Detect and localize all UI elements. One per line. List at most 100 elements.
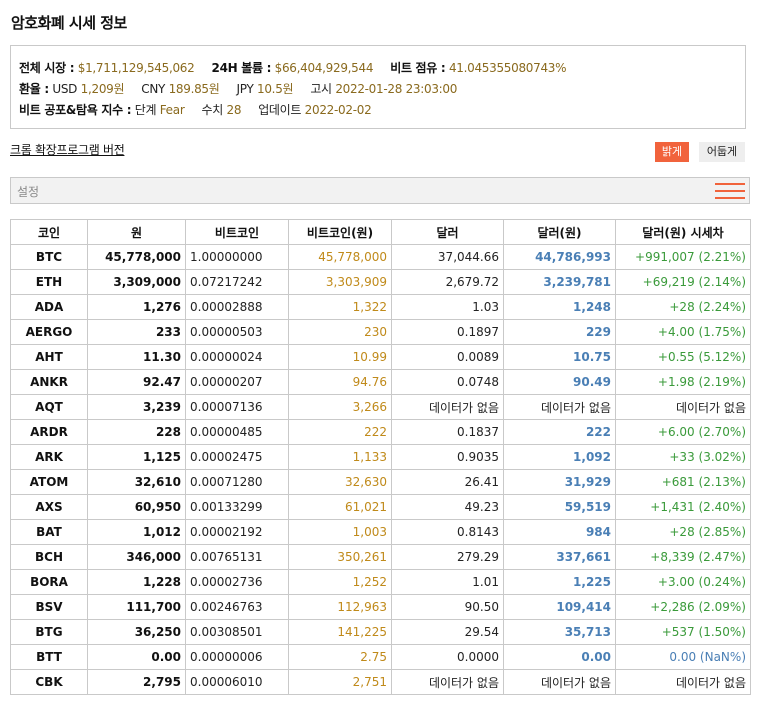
btc-krw-price-cell: 350,261 bbox=[288, 544, 392, 570]
price-diff-cell: 데이터가 없음 bbox=[615, 394, 751, 420]
usd-price-cell: 0.1897 bbox=[391, 319, 504, 345]
coin-cell: AHT bbox=[10, 344, 88, 370]
krw-price-cell: 1,125 bbox=[87, 444, 186, 470]
coin-cell: BTG bbox=[10, 619, 88, 645]
coin-cell: BAT bbox=[10, 519, 88, 545]
usd-price-cell: 279.29 bbox=[391, 544, 504, 570]
table-row: BTG 36,250 0.00308501 141,225 29.54 35,713 +53… bbox=[10, 619, 751, 645]
table-row: AXS 60,950 0.00133299 61,021 49.23 59,519 +1,4… bbox=[10, 494, 751, 520]
usd-krw-price-cell: 0.00 bbox=[503, 644, 616, 670]
usd-krw-price-cell: 984 bbox=[503, 519, 616, 545]
header-btc-krw[interactable]: 비트코인(원) bbox=[288, 219, 392, 245]
btc-price-cell: 0.00308501 bbox=[185, 619, 289, 645]
usd-krw-price-cell: 3,239,781 bbox=[503, 269, 616, 295]
usd-price-cell: 1.03 bbox=[391, 294, 504, 320]
usd-price-cell: 0.8143 bbox=[391, 519, 504, 545]
btc-krw-price-cell: 94.76 bbox=[288, 369, 392, 395]
price-diff-cell: +537 (1.50%) bbox=[615, 619, 751, 645]
usd-price-cell: 1.01 bbox=[391, 569, 504, 595]
menu-icon[interactable] bbox=[715, 183, 745, 199]
summary-line-market: 전체 시장 : $1,711,129,545,062 24H 볼륨 : $66,… bbox=[19, 58, 737, 79]
usd-price-cell: 데이터가 없음 bbox=[391, 669, 504, 695]
usd-krw-price-cell: 222 bbox=[503, 419, 616, 445]
usd-krw-price-cell: 1,248 bbox=[503, 294, 616, 320]
coin-cell: ARDR bbox=[10, 419, 88, 445]
header-krw[interactable]: 원 bbox=[87, 219, 186, 245]
table-header-row: 코인 원 비트코인 비트코인(원) 달러 달러(원) 달러(원) 시세차 bbox=[10, 219, 751, 245]
btc-price-cell: 0.00002475 bbox=[185, 444, 289, 470]
volume-value: $66,404,929,544 bbox=[274, 61, 374, 75]
btc-krw-price-cell: 61,021 bbox=[288, 494, 392, 520]
table-row: ATOM 32,610 0.00071280 32,630 26.41 31,929 +68… bbox=[10, 469, 751, 495]
jpy-label: JPY bbox=[236, 82, 254, 96]
page-title: 암호화폐 시세 정보 bbox=[11, 14, 127, 32]
market-cap-label: 전체 시장 : bbox=[19, 61, 75, 75]
stage-value: Fear bbox=[159, 103, 185, 117]
btc-krw-price-cell: 10.99 bbox=[288, 344, 392, 370]
header-btc[interactable]: 비트코인 bbox=[185, 219, 289, 245]
usd-price-cell: 0.1837 bbox=[391, 419, 504, 445]
dominance-value: 41.045355080743% bbox=[448, 61, 567, 75]
btc-price-cell: 0.00002888 bbox=[185, 294, 289, 320]
coin-cell: ATOM bbox=[10, 469, 88, 495]
krw-price-cell: 3,239 bbox=[87, 394, 186, 420]
settings-bar[interactable]: 설정 bbox=[10, 177, 750, 204]
coin-cell: ARK bbox=[10, 444, 88, 470]
header-usd[interactable]: 달러 bbox=[391, 219, 504, 245]
stage-label: 단계 bbox=[134, 103, 157, 117]
btc-krw-price-cell: 112,963 bbox=[288, 594, 392, 620]
btc-price-cell: 0.07217242 bbox=[185, 269, 289, 295]
usd-price-cell: 0.0748 bbox=[391, 369, 504, 395]
market-cap-value: $1,711,129,545,062 bbox=[77, 61, 195, 75]
krw-price-cell: 60,950 bbox=[87, 494, 186, 520]
table-row: CBK 2,795 0.00006010 2,751 데이터가 없음 데이터가 없음 데이터… bbox=[10, 669, 751, 695]
table-row: AHT 11.30 0.00000024 10.99 0.0089 10.75 +0.55 … bbox=[10, 344, 751, 370]
table-row: ARK 1,125 0.00002475 1,133 0.9035 1,092 +33 (3… bbox=[10, 444, 751, 470]
volume-label: 24H 볼륨 : bbox=[211, 61, 272, 75]
coin-cell: AERGO bbox=[10, 319, 88, 345]
usd-krw-price-cell: 데이터가 없음 bbox=[503, 394, 616, 420]
price-diff-cell: +0.55 (5.12%) bbox=[615, 344, 751, 370]
usd-krw-price-cell: 데이터가 없음 bbox=[503, 669, 616, 695]
table-row: BTT 0.00 0.00000006 2.75 0.0000 0.00 0.00 (NaN… bbox=[10, 644, 751, 670]
notice-value: 2022-01-28 23:03:00 bbox=[335, 82, 458, 96]
score-label: 수치 bbox=[201, 103, 223, 117]
table-row: AERGO 233 0.00000503 230 0.1897 229 +4.00 (1.7… bbox=[10, 319, 751, 345]
header-usd-krw[interactable]: 달러(원) bbox=[503, 219, 616, 245]
usd-price-cell: 29.54 bbox=[391, 619, 504, 645]
price-diff-cell: +8,339 (2.47%) bbox=[615, 544, 751, 570]
fear-greed-label: 비트 공포&탐욕 지수 : bbox=[19, 103, 132, 117]
coin-cell: BTT bbox=[10, 644, 88, 670]
coin-cell: BSV bbox=[10, 594, 88, 620]
usd-krw-price-cell: 90.49 bbox=[503, 369, 616, 395]
table-row: BCH 346,000 0.00765131 350,261 279.29 337,661… bbox=[10, 544, 751, 570]
coin-cell: ANKR bbox=[10, 369, 88, 395]
krw-price-cell: 3,309,000 bbox=[87, 269, 186, 295]
theme-bright-button[interactable]: 밝게 bbox=[655, 142, 689, 162]
chrome-extension-link[interactable]: 크롬 확장프로그램 버전 bbox=[10, 143, 125, 157]
summary-line-exchange: 환율 : USD 1,209원 CNY 189.85원 JPY 10.5원 고시… bbox=[19, 79, 737, 100]
btc-krw-price-cell: 230 bbox=[288, 319, 392, 345]
price-diff-cell: +28 (2.24%) bbox=[615, 294, 751, 320]
theme-dark-button[interactable]: 어둡게 bbox=[699, 142, 745, 162]
price-diff-cell: +2,286 (2.09%) bbox=[615, 594, 751, 620]
usd-price-cell: 0.9035 bbox=[391, 444, 504, 470]
coin-cell: BCH bbox=[10, 544, 88, 570]
btc-krw-price-cell: 32,630 bbox=[288, 469, 392, 495]
header-coin[interactable]: 코인 bbox=[10, 219, 88, 245]
krw-price-cell: 346,000 bbox=[87, 544, 186, 570]
btc-price-cell: 0.00246763 bbox=[185, 594, 289, 620]
usd-krw-price-cell: 1,092 bbox=[503, 444, 616, 470]
krw-price-cell: 1,012 bbox=[87, 519, 186, 545]
table-row: BTC 45,778,000 1.00000000 45,778,000 37,044.… bbox=[10, 244, 751, 270]
btc-price-cell: 0.00007136 bbox=[185, 394, 289, 420]
table-row: ARDR 228 0.00000485 222 0.1837 222 +6.00 (2.70… bbox=[10, 419, 751, 445]
coin-cell: ADA bbox=[10, 294, 88, 320]
usd-price-cell: 데이터가 없음 bbox=[391, 394, 504, 420]
usd-price-cell: 37,044.66 bbox=[391, 244, 504, 270]
header-diff[interactable]: 달러(원) 시세차 bbox=[615, 219, 751, 245]
krw-price-cell: 1,276 bbox=[87, 294, 186, 320]
price-diff-cell: +1,431 (2.40%) bbox=[615, 494, 751, 520]
btc-price-cell: 0.00000006 bbox=[185, 644, 289, 670]
table-row: ANKR 92.47 0.00000207 94.76 0.0748 90.49 +1.98… bbox=[10, 369, 751, 395]
